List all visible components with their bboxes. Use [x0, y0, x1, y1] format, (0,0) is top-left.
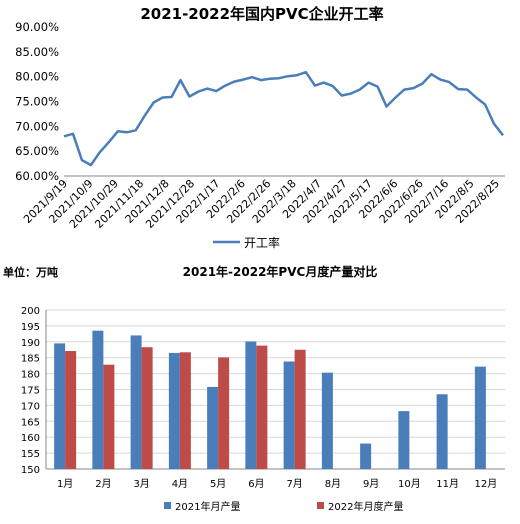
- x-tick-label: 8月: [325, 478, 341, 490]
- bar-chart-gridlines: [46, 309, 505, 470]
- bar-2021: [245, 341, 257, 469]
- bar-2021: [398, 411, 410, 469]
- bar-2022: [141, 347, 153, 469]
- x-tick-label: 12月: [475, 478, 498, 490]
- x-tick-label: 3月: [133, 478, 149, 490]
- x-tick-label: 10月: [398, 478, 421, 490]
- line-chart-legend: 开工率: [213, 235, 280, 250]
- line-chart-title: 2021-2022年国内PVC企业开工率: [140, 5, 383, 23]
- bar-chart-unit-label: 单位：万吨: [3, 265, 58, 279]
- x-tick-label: 4月: [172, 478, 188, 490]
- y-tick-label: 70.00%: [15, 119, 59, 133]
- legend-label-capacity: 开工率: [244, 235, 280, 250]
- y-tick-label: 75.00%: [15, 95, 59, 109]
- bar-chart-y-axis: 150 155 160 165 170 175 180 185 190 195 200: [21, 306, 47, 476]
- y-tick-label: 195: [21, 322, 40, 333]
- x-tick-label: 11月: [436, 478, 459, 490]
- x-tick-label: 2月: [95, 478, 111, 490]
- bar-chart-x-axis: 1月 2月 3月 4月 5月 6月 7月 8月 9月 10月 11月 12月: [57, 478, 497, 490]
- y-tick-label: 150: [21, 465, 40, 476]
- bar-2022: [65, 351, 77, 469]
- monthly-output-chart: 单位：万吨 2021年-2022年PVC月度产量对比 1501551601651…: [3, 264, 505, 513]
- bar-2021: [92, 330, 104, 469]
- y-tick-label: 185: [21, 354, 40, 365]
- bar-2021: [474, 366, 486, 469]
- legend-swatch-2021: [164, 502, 171, 509]
- bar-2021: [54, 343, 66, 469]
- bar-2022: [218, 357, 230, 469]
- bar-2022: [294, 349, 306, 469]
- bar-2022: [103, 364, 115, 469]
- y-tick-label: 85.00%: [15, 45, 59, 59]
- y-tick-label: 80.00%: [15, 70, 59, 84]
- legend-swatch-2022: [317, 502, 324, 509]
- y-tick-label: 90.00%: [15, 20, 59, 34]
- bar-2021: [207, 386, 219, 469]
- x-tick-label: 1月: [57, 478, 73, 490]
- bar-2022: [256, 345, 268, 469]
- capacity-utilization-chart: 2021-2022年国内PVC企业开工率 60.00% 65.00% 70.00% 7…: [15, 5, 505, 250]
- x-tick-label: 9月: [363, 478, 379, 490]
- legend-label-2021: 2021年月产量: [175, 500, 240, 513]
- bar-2021: [436, 394, 448, 469]
- series-line-capacity: [63, 70, 504, 167]
- bar-2021: [168, 352, 180, 469]
- legend-label-2022: 2022年月度产量: [328, 500, 403, 513]
- bar-chart-legend: 2021年月产量 2022年月度产量: [164, 500, 403, 513]
- x-tick-label: 5月: [210, 478, 226, 490]
- y-tick-label: 190: [21, 338, 40, 349]
- line-chart-y-axis: 60.00% 65.00% 70.00% 75.00% 80.00% 85.00% 90.0…: [15, 20, 59, 183]
- y-tick-label: 200: [21, 306, 40, 317]
- y-tick-label: 175: [21, 386, 40, 397]
- bar-2021: [130, 335, 142, 469]
- x-tick-label: 7月: [286, 478, 302, 490]
- y-tick-label: 60.00%: [15, 169, 59, 183]
- x-tick-label: 6月: [248, 478, 264, 490]
- y-tick-label: 170: [21, 401, 40, 412]
- line-chart-x-axis: 2021/9/192021/10/92021/10/292021/11/1820…: [21, 177, 502, 231]
- y-tick-label: 165: [21, 417, 40, 428]
- bar-2021: [321, 372, 333, 469]
- y-tick-label: 65.00%: [15, 144, 59, 158]
- y-tick-label: 160: [21, 433, 40, 444]
- y-tick-label: 155: [21, 449, 40, 460]
- bar-2022: [179, 352, 191, 469]
- y-tick-label: 180: [21, 370, 40, 381]
- bar-2021: [360, 443, 372, 469]
- bar-2021: [283, 361, 295, 469]
- bar-chart-bars: [54, 330, 486, 469]
- line-chart-series: [63, 70, 504, 167]
- bar-chart-title: 2021年-2022年PVC月度产量对比: [183, 264, 378, 279]
